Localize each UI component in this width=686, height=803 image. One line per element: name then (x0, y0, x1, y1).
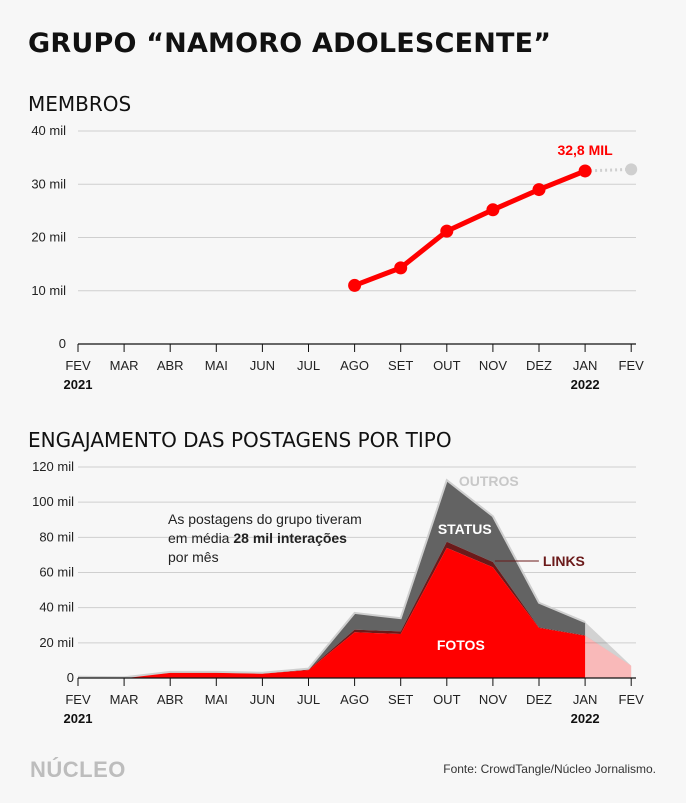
engagement-x-tick: MAI (205, 692, 228, 707)
members-x-tick: FEV (619, 358, 645, 373)
engagement-x-tick: MAR (110, 692, 139, 707)
members-y-tick: 40 mil (31, 123, 66, 138)
members-x-tick: DEZ (526, 358, 552, 373)
engagement-x-tick: JUL (297, 692, 320, 707)
engagement-x-tick: JAN (573, 692, 598, 707)
label-outros: OUTROS (459, 473, 519, 489)
engagement-x-tick: ABR (157, 692, 184, 707)
engagement-y-tick: 20 mil (39, 635, 74, 650)
engagement-x-tick: FEV (65, 692, 91, 707)
members-point (394, 261, 408, 275)
area-outros-edge (77, 478, 586, 679)
engagement-x-tick: OUT (433, 692, 461, 707)
average-note: As postagens do grupo tiveram em média 2… (168, 510, 368, 567)
engagement-year-label: 2022 (571, 711, 600, 726)
engagement-x-tick: DEZ (526, 692, 552, 707)
members-x-tick: MAR (110, 358, 139, 373)
members-year-label: 2022 (571, 377, 600, 392)
members-annotation: 32,8 MIL (557, 142, 613, 158)
members-projection-line (585, 167, 632, 173)
label-status: STATUS (438, 521, 492, 537)
members-point (348, 278, 362, 292)
area-links (78, 541, 586, 678)
members-x-tick: OUT (433, 358, 461, 373)
members-x-tick: JUN (250, 358, 275, 373)
engagement-x-tick: JUN (250, 692, 275, 707)
note-text-2: por mês (168, 549, 219, 565)
area-fotos (78, 547, 586, 678)
engagement-y-tick: 80 mil (39, 529, 74, 544)
members-x-tick: JAN (573, 358, 598, 373)
label-links: LINKS (543, 553, 585, 569)
engagement-y-tick: 100 mil (32, 494, 74, 509)
engagement-x-tick: SET (388, 692, 413, 707)
note-text-1: As postagens do grupo tiveram em média (168, 511, 362, 546)
members-x-tick: JUL (297, 358, 320, 373)
engagement-x-tick: AGO (340, 692, 369, 707)
members-point (486, 203, 500, 217)
members-x-tick: FEV (65, 358, 91, 373)
engagement-y-tick: 120 mil (32, 459, 74, 474)
label-fotos: FOTOS (437, 637, 485, 653)
members-point (440, 224, 454, 238)
members-year-label: 2021 (64, 377, 93, 392)
members-y-tick: 0 (59, 336, 66, 351)
members-y-tick: 20 mil (31, 230, 66, 245)
members-x-tick: MAI (205, 358, 228, 373)
members-point (578, 164, 592, 178)
members-projected-point (625, 163, 638, 176)
members-section-title: MEMBROS (28, 92, 132, 116)
engagement-x-tick: NOV (479, 692, 508, 707)
engagement-x-tick: FEV (619, 692, 645, 707)
members-point (532, 183, 546, 197)
chart-title: GRUPO “NAMORO ADOLESCENTE” (28, 28, 552, 59)
engagement-y-tick: 0 (67, 670, 74, 685)
note-highlight: 28 mil interações (233, 530, 347, 546)
members-x-tick: ABR (157, 358, 184, 373)
members-x-tick: NOV (479, 358, 508, 373)
source-credit: Fonte: CrowdTangle/Núcleo Jornalismo. (443, 762, 656, 776)
engagement-y-tick: 60 mil (39, 565, 74, 580)
members-y-tick: 10 mil (31, 283, 66, 298)
members-line (353, 168, 587, 288)
members-x-tick: SET (388, 358, 413, 373)
engagement-area-chart: 0 20 mil 40 mil 60 mil 80 mil 100 mil 120 mil F… (32, 459, 645, 726)
members-line-chart: 0 10 mil 20 mil 30 mil 40 mil FEV MAR ABR MAI JUN… (31, 123, 645, 392)
nucleo-logo: NÚCLEO (30, 757, 126, 782)
engagement-section-title: ENGAJAMENTO DAS POSTAGENS POR TIPO (28, 428, 452, 452)
members-y-tick: 30 mil (31, 176, 66, 191)
area-fotos-partial (585, 635, 632, 678)
engagement-y-tick: 40 mil (39, 600, 74, 615)
members-x-tick: AGO (340, 358, 369, 373)
engagement-year-label: 2021 (64, 711, 93, 726)
area-status (78, 480, 586, 678)
